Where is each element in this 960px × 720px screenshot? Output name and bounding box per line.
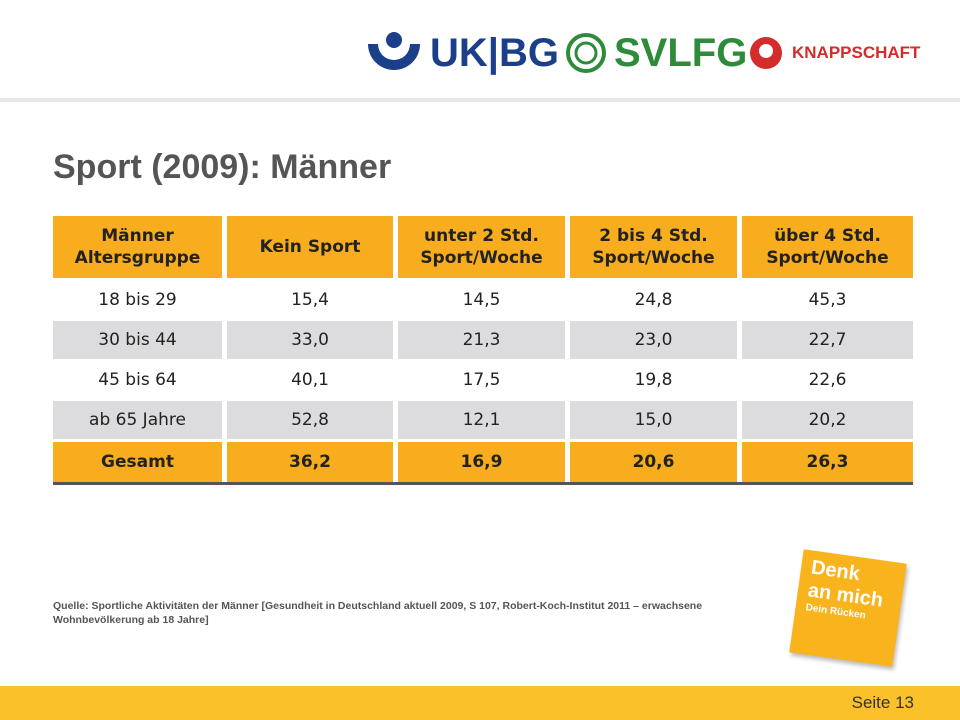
table-cell: 20,2: [742, 401, 913, 439]
table-cell: unter 2 Std. Sport/Woche: [398, 216, 565, 278]
sticker: Denk an mich Dein Rücken: [789, 549, 907, 667]
table-cell: 33,0: [227, 321, 393, 359]
logo-svlfg: SVLFG: [566, 28, 747, 78]
source-note: Quelle: Sportliche Aktivitäten der Männe…: [53, 600, 703, 626]
table-cell: 22,6: [808, 370, 847, 390]
divider: [0, 98, 960, 102]
logo-text: SVLFG: [614, 30, 748, 75]
table-cell: ab 65 Jahre: [53, 401, 222, 439]
table-row: ab 65 Jahre 52,8 12,1 15,0 20,2: [53, 401, 913, 439]
table-row: 18 bis 29 15,4 14,5 24,8 45,3: [53, 282, 913, 318]
table-cell: 45,3: [808, 290, 847, 310]
table-cell: 40,1: [291, 370, 329, 390]
table-cell: 24,8: [634, 290, 673, 310]
table-cell: Gesamt: [53, 442, 222, 482]
table-cell: 23,0: [570, 321, 737, 359]
table-cell: 15,4: [291, 290, 329, 310]
footer: Seite 13: [0, 686, 960, 720]
table-cell: 15,0: [570, 401, 737, 439]
logo-icon: [368, 32, 420, 70]
table-cell: 30 bis 44: [53, 321, 222, 359]
table-row: Gesamt 36,2 16,9 20,6 26,3: [53, 442, 913, 485]
table-cell: 19,8: [634, 370, 673, 390]
data-table: Männer Altersgruppe Kein Sport unter 2 Std…: [53, 216, 913, 485]
table-cell: 45 bis 64: [98, 370, 177, 390]
table-cell: 18 bis 29: [98, 290, 177, 310]
logo-knappschaft: KNAPPSCHAFT: [748, 28, 920, 78]
table-cell: 2 bis 4 Std. Sport/Woche: [570, 216, 737, 278]
table-cell: 20,6: [570, 442, 737, 482]
logo-ukbg: UK|BG: [366, 28, 559, 78]
table-cell: 52,8: [227, 401, 393, 439]
table-row: Männer Altersgruppe Kein Sport unter 2 Std…: [53, 216, 913, 278]
table-row: 30 bis 44 33,0 21,3 23,0 22,7: [53, 321, 913, 359]
table-cell: 21,3: [398, 321, 565, 359]
slide-title: Sport (2009): Männer: [53, 148, 392, 186]
table-cell: 14,5: [462, 290, 501, 310]
logo-text: KNAPPSCHAFT: [792, 43, 921, 62]
table-cell: 36,2: [227, 442, 393, 482]
page-number: Seite 13: [851, 693, 914, 712]
table-cell: 26,3: [742, 442, 913, 482]
table-cell: Männer Altersgruppe: [53, 216, 222, 278]
logo-icon: [566, 33, 606, 73]
table-cell: 17,5: [462, 370, 501, 390]
logo-icon: [750, 37, 782, 69]
logo-text: UK|BG: [430, 30, 559, 75]
table-cell: 12,1: [398, 401, 565, 439]
table-cell: über 4 Std. Sport/Woche: [742, 216, 913, 278]
table-cell: 22,7: [742, 321, 913, 359]
table-row: 45 bis 64 40,1 17,5 19,8 22,6: [53, 362, 913, 398]
table-cell: 16,9: [398, 442, 565, 482]
table-cell: Kein Sport: [227, 216, 393, 278]
